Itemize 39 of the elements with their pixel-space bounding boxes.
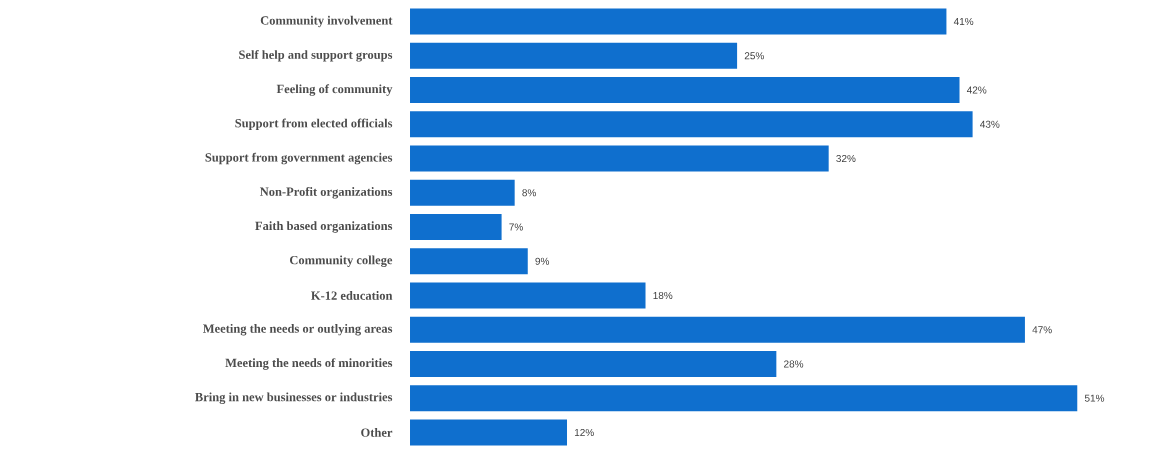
data-label: 42% [966, 86, 987, 94]
data-label: 25% [744, 52, 764, 60]
data-label: 9% [535, 257, 550, 265]
data-label: 32% [836, 154, 856, 163]
y-tick-label: Meeting the needs of minorities [225, 358, 393, 370]
bar [410, 8, 947, 35]
data-label: 18% [653, 291, 673, 300]
bar [410, 213, 502, 240]
bar [410, 145, 829, 172]
y-tick-label: K-12 education [311, 291, 393, 300]
bar [410, 316, 1025, 343]
y-tick-label: Feeling of community [276, 84, 393, 96]
y-tick-label: Self help and support groups [239, 50, 393, 62]
data-label: 47% [1032, 326, 1052, 334]
bar [410, 419, 568, 446]
y-tick-label: Community college [289, 255, 393, 267]
data-label: 28% [784, 360, 804, 368]
y-tick-label: Community involvement [260, 15, 393, 28]
bar [410, 111, 973, 138]
bar [410, 77, 960, 104]
bar [410, 248, 528, 275]
bar [410, 350, 777, 377]
data-label: 7% [509, 223, 523, 231]
data-label: 41% [953, 18, 974, 26]
data-label: 12% [574, 428, 594, 436]
y-tick-label: Support from elected officials [235, 118, 393, 131]
bar [410, 282, 646, 309]
data-label: 51% [1084, 394, 1105, 402]
data-label: 8% [522, 189, 536, 197]
bar [410, 385, 1078, 412]
data-label: 43% [980, 120, 1000, 128]
bar [410, 42, 738, 69]
y-tick-label: Other [361, 428, 393, 437]
y-tick-label: Support from government agencies [205, 152, 393, 165]
y-tick-label: Non-Profit organizations [259, 186, 393, 199]
y-tick-label: Bring in new businesses or industries [195, 392, 393, 404]
bar [410, 179, 515, 206]
y-tick-label: Meeting the needs or outlying areas [203, 324, 393, 336]
y-tick-label: Faith based organizations [255, 221, 393, 233]
